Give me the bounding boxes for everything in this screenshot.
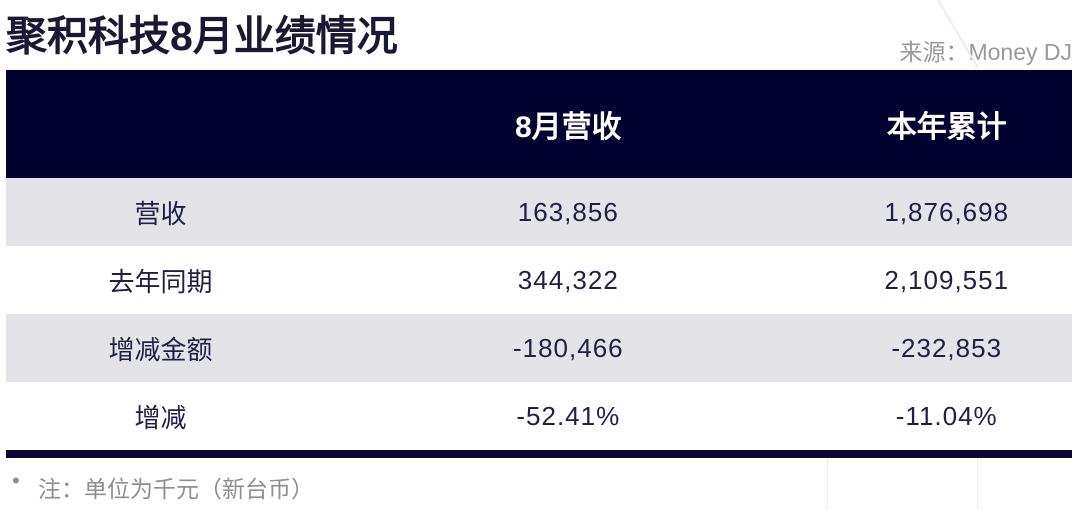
faint-divider-line (977, 458, 978, 510)
table-row-last-year: 去年同期 344,322 2,109,551 (6, 246, 1072, 314)
row-label: 去年同期 (108, 266, 213, 297)
ytd-value: 1,876,698 (884, 196, 1010, 227)
aug-revenue-value: -180,466 (512, 332, 624, 363)
ytd-value: 2,109,551 (884, 264, 1010, 295)
aug-revenue-value: 344,322 (517, 264, 619, 295)
row-label: 增减 (134, 402, 187, 433)
bullet-icon: • (12, 468, 20, 493)
table-header-aug-revenue: 8月营收 (514, 111, 622, 144)
table-header-row: 8月营收 本年累计 (6, 70, 1072, 178)
table-bottom-border (6, 450, 1072, 458)
aug-revenue-value: 163,856 (517, 196, 619, 227)
faint-divider-line (827, 458, 828, 510)
page-title: 聚积科技8月业绩情况 (6, 13, 398, 59)
ytd-value: -232,853 (891, 332, 1003, 363)
aug-revenue-value: -52.41% (516, 400, 621, 431)
table-row-revenue: 营收 163,856 1,876,698 (6, 178, 1072, 246)
performance-table: 8月营收 本年累计 营收 163,856 1,876,698 去年同期 344,… (6, 70, 1072, 458)
row-label: 增减金额 (108, 334, 213, 365)
footer-note-area: • 注：单位为千元（新台币） (0, 458, 1080, 510)
footnote: 注：单位为千元（新台币） (38, 476, 314, 502)
table-header-ytd-total: 本年累计 (886, 111, 1007, 144)
source-label: 来源：Money DJ (899, 39, 1072, 65)
table-row-change-amount: 增减金额 -180,466 -232,853 (6, 314, 1072, 382)
table-row-change-percent: 增减 -52.41% -11.04% (6, 382, 1072, 450)
row-label: 营收 (134, 198, 187, 229)
ytd-value: -11.04% (895, 400, 998, 431)
